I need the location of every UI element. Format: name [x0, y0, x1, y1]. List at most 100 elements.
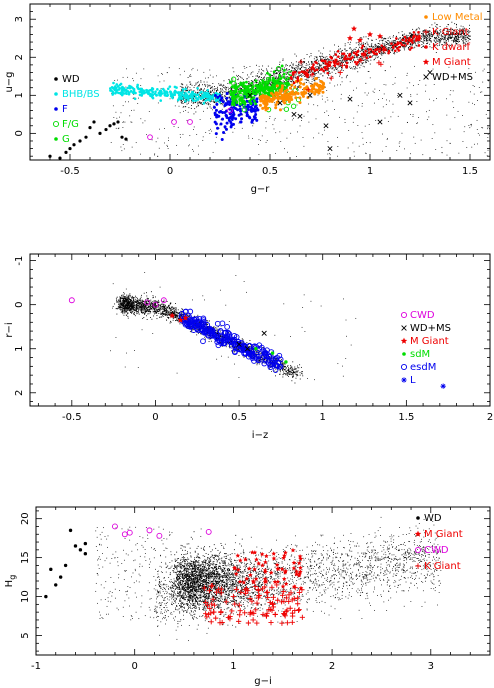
legend-entry: G	[62, 134, 70, 145]
star-point	[189, 89, 191, 91]
star-point	[383, 93, 385, 95]
star-point	[364, 43, 366, 45]
star-point	[259, 78, 261, 80]
star-point	[207, 101, 209, 103]
star-point	[367, 71, 369, 72]
star-point	[460, 36, 462, 38]
star-point	[432, 34, 434, 35]
star-point	[262, 70, 264, 71]
star-point	[437, 40, 439, 42]
star-point	[361, 63, 363, 64]
star-point	[128, 101, 129, 103]
star-point	[222, 88, 223, 90]
star-point	[234, 128, 236, 130]
star-point	[302, 74, 304, 76]
star-point	[354, 50, 356, 52]
star-point	[433, 30, 435, 32]
fg-star-point	[275, 66, 282, 72]
star-point	[252, 83, 254, 85]
star-point	[213, 105, 215, 107]
g-star-point	[282, 75, 286, 79]
star-point	[447, 32, 449, 34]
star-point	[439, 26, 441, 27]
star-point	[186, 119, 188, 121]
star-point	[434, 37, 435, 39]
star-point	[289, 72, 291, 74]
star-point	[440, 37, 442, 39]
star-point	[110, 142, 112, 143]
star-point	[431, 34, 433, 36]
y-tick-label: 3	[14, 16, 25, 22]
star-point	[284, 363, 286, 365]
star-point	[410, 114, 411, 115]
bhb-bs-point	[182, 94, 186, 97]
star-point	[469, 31, 471, 33]
star-point	[144, 120, 146, 122]
star-point	[466, 42, 468, 44]
star-point	[169, 98, 171, 100]
star-point	[275, 132, 277, 134]
star-point	[116, 117, 118, 119]
bhb-bs-point	[115, 83, 119, 86]
star-point	[210, 90, 211, 92]
star-point	[212, 90, 213, 91]
star-point	[207, 332, 208, 334]
star-point	[454, 33, 456, 34]
star-point	[280, 75, 282, 77]
star-point	[214, 86, 215, 87]
f-star-point	[223, 111, 227, 115]
star-point	[375, 44, 377, 46]
star-point	[393, 35, 394, 37]
k-dwarf-point	[289, 76, 293, 79]
star-point	[454, 37, 456, 39]
bhb-bs-point	[180, 95, 183, 99]
star-point	[326, 56, 328, 58]
wd-point	[68, 146, 72, 151]
star-point	[371, 52, 373, 54]
star-point	[452, 101, 454, 103]
star-point	[194, 108, 196, 110]
star-point	[301, 75, 303, 77]
star-point	[362, 48, 364, 50]
star-point	[430, 37, 432, 39]
star-point	[286, 80, 288, 82]
star-point	[406, 35, 408, 37]
star-point	[346, 50, 348, 51]
star-point	[305, 67, 307, 69]
star-point	[267, 79, 269, 80]
star-point	[420, 139, 422, 141]
star-point	[162, 301, 164, 302]
star-point	[248, 135, 249, 137]
g-star-point	[249, 102, 253, 106]
star-point	[319, 60, 321, 62]
star-point	[126, 140, 128, 142]
star-point	[308, 71, 310, 73]
star-point	[251, 84, 253, 86]
star-point	[487, 134, 489, 135]
k-dwarf-point	[418, 34, 421, 38]
star-point	[267, 65, 269, 67]
star-point	[432, 27, 434, 29]
star-point	[238, 93, 240, 95]
star-point	[179, 311, 180, 313]
star-point	[364, 59, 366, 61]
star-point	[434, 37, 436, 39]
k-dwarf-point	[376, 47, 379, 51]
star-point	[469, 75, 471, 77]
star-point	[373, 102, 375, 104]
star-point	[150, 306, 152, 308]
star-point	[221, 108, 223, 110]
star-point	[424, 35, 426, 37]
f-star-point	[212, 105, 216, 109]
k-dwarf-point	[410, 46, 413, 50]
star-point	[381, 40, 383, 42]
y-tick-label: 1	[14, 92, 25, 98]
bhb-bs-point	[189, 94, 193, 97]
f-star-point	[216, 95, 220, 99]
star-point	[455, 42, 457, 44]
star-point	[393, 52, 395, 54]
star-point	[286, 77, 287, 79]
star-point	[413, 47, 415, 49]
f-star-point	[230, 117, 234, 121]
star-point	[345, 59, 347, 61]
